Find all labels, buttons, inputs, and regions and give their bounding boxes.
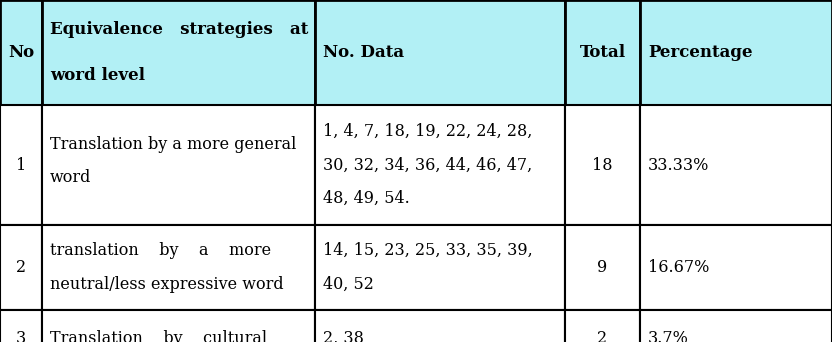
Text: word: word xyxy=(50,169,92,185)
Text: No. Data: No. Data xyxy=(323,44,404,61)
Bar xyxy=(0,310,42,342)
Bar xyxy=(0,225,42,310)
Text: 18: 18 xyxy=(592,157,612,173)
Text: 9: 9 xyxy=(597,259,607,276)
Text: 16.67%: 16.67% xyxy=(648,259,710,276)
Bar xyxy=(315,0,565,105)
Bar xyxy=(0,105,42,225)
Bar xyxy=(315,105,565,225)
Text: Translation by a more general: Translation by a more general xyxy=(50,136,296,153)
Text: neutral/less expressive word: neutral/less expressive word xyxy=(50,276,284,293)
Text: 3.7%: 3.7% xyxy=(648,330,689,342)
Text: 1: 1 xyxy=(16,157,26,173)
Text: 48, 49, 54.: 48, 49, 54. xyxy=(323,190,409,207)
Bar xyxy=(565,0,640,105)
Text: Equivalence   strategies   at: Equivalence strategies at xyxy=(50,21,309,38)
Bar xyxy=(640,0,832,105)
Text: 30, 32, 34, 36, 44, 46, 47,: 30, 32, 34, 36, 44, 46, 47, xyxy=(323,157,532,173)
Text: word level: word level xyxy=(50,67,145,84)
Text: translation    by    a    more: translation by a more xyxy=(50,242,271,259)
Bar xyxy=(565,310,640,342)
Bar xyxy=(640,310,832,342)
Text: 2: 2 xyxy=(16,259,26,276)
Bar xyxy=(42,310,315,342)
Text: 2: 2 xyxy=(597,330,607,342)
Bar xyxy=(640,105,832,225)
Text: 33.33%: 33.33% xyxy=(648,157,710,173)
Bar xyxy=(565,105,640,225)
Text: 40, 52: 40, 52 xyxy=(323,276,374,293)
Text: 14, 15, 23, 25, 33, 35, 39,: 14, 15, 23, 25, 33, 35, 39, xyxy=(323,242,532,259)
Bar xyxy=(565,225,640,310)
Text: Total: Total xyxy=(579,44,626,61)
Bar xyxy=(42,0,315,105)
Bar xyxy=(640,225,832,310)
Text: Percentage: Percentage xyxy=(648,44,752,61)
Bar xyxy=(315,310,565,342)
Bar xyxy=(0,0,42,105)
Bar xyxy=(42,105,315,225)
Text: 3: 3 xyxy=(16,330,26,342)
Text: 2, 38: 2, 38 xyxy=(323,330,364,342)
Text: 1, 4, 7, 18, 19, 22, 24, 28,: 1, 4, 7, 18, 19, 22, 24, 28, xyxy=(323,123,532,140)
Bar xyxy=(42,225,315,310)
Text: No: No xyxy=(8,44,34,61)
Text: Translation    by    cultural: Translation by cultural xyxy=(50,330,267,342)
Bar xyxy=(315,225,565,310)
